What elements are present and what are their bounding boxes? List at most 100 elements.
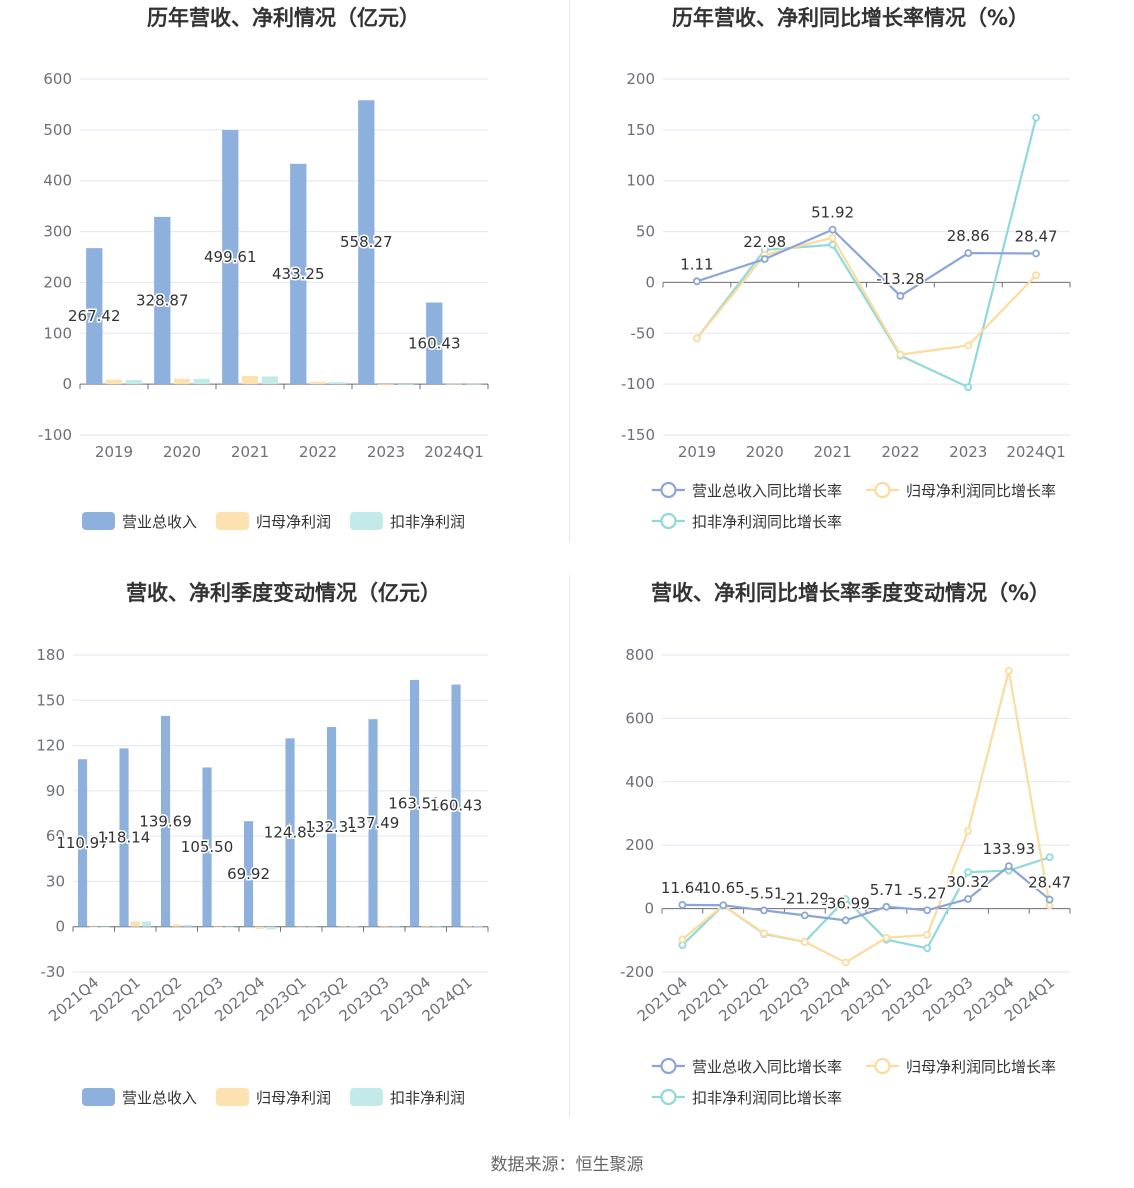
bar: [296, 926, 306, 928]
data-point: [1004, 666, 1013, 675]
bar: [105, 379, 123, 385]
y-tick-label: 0: [644, 900, 654, 918]
data-point: [1045, 895, 1054, 904]
bar: [154, 216, 171, 385]
y-tick-label: 0: [645, 273, 655, 291]
bar: [421, 925, 431, 927]
y-tick-label: 200: [625, 836, 654, 854]
x-tick-label: 2022: [881, 443, 919, 461]
legend-marker: [874, 481, 891, 499]
series-line: [681, 670, 1051, 964]
bar: [77, 759, 88, 927]
x-tick-label: 2024Q1: [424, 443, 484, 461]
annual-revenue-profit-chart: -100 0 100 200 300 400 500 600 2019 2020 2021 2022 2…: [38, 70, 489, 531]
annual-revenue-profit-panel: 历年营收、净利情况（亿元） -100 0 100 200 300 400 500 600 201…: [0, 0, 567, 560]
data-point: [964, 895, 972, 903]
data-label: 118.14: [98, 829, 151, 847]
data-label: 433.25: [272, 265, 325, 283]
bar: [183, 924, 193, 927]
bar: [173, 378, 191, 385]
y-tick-label: 60: [46, 827, 65, 845]
y-tick-label: 30: [46, 872, 65, 890]
y-tick-label: -100: [38, 426, 72, 444]
data-label: 10.65: [702, 879, 745, 897]
data-point: [1032, 113, 1040, 122]
data-label: 267.42: [68, 307, 121, 325]
legend-marker: [660, 1057, 677, 1075]
data-label: -13.28: [876, 270, 924, 288]
legend-swatch: [350, 512, 383, 530]
bar: [465, 383, 482, 385]
data-point: [760, 906, 768, 915]
data-point: [841, 958, 850, 967]
y-tick-label: 200: [43, 273, 72, 291]
data-point: [841, 916, 850, 925]
y-tick-label: -30: [41, 963, 66, 981]
quarterly-growth-panel: 营收、净利同比增长率季度变动情况（%） -200 0 200 400 600 800 202…: [567, 575, 1134, 1120]
data-label: 110.97: [56, 834, 109, 852]
data-point: [923, 906, 932, 915]
y-tick-label: 300: [43, 223, 72, 241]
data-point: [896, 292, 905, 300]
data-label: 105.50: [181, 838, 234, 856]
annual-growth-panel: 历年营收、净利同比增长率情况（%） -150 -100 -50 0 50 100 150 20…: [567, 0, 1134, 560]
y-tick-label: 600: [43, 70, 72, 88]
data-label: -5.27: [908, 884, 947, 902]
x-tick-label: 2023: [367, 443, 405, 461]
bar: [307, 926, 318, 928]
bar: [329, 382, 346, 385]
bar: [89, 926, 99, 928]
data-label: 11.64: [661, 879, 704, 897]
data-label: 133.93: [983, 840, 1036, 858]
bar: [261, 376, 278, 385]
chart-title: 营收、净利季度变动情况（亿元）: [126, 581, 441, 605]
y-tick-label: 400: [625, 773, 654, 791]
data-label: 499.61: [204, 248, 257, 266]
bar: [462, 926, 472, 927]
bar: [426, 302, 443, 385]
bar: [379, 925, 389, 927]
data-point: [760, 255, 769, 263]
bar: [160, 715, 171, 927]
legend-label: 营业总收入同比增长率: [692, 482, 842, 500]
data-point: [923, 944, 932, 953]
data-point: [719, 901, 728, 910]
data-label: 137.49: [347, 814, 400, 832]
data-point: [678, 901, 687, 909]
data-point: [841, 895, 850, 903]
chart-title: 营收、净利同比增长率季度变动情况（%）: [650, 581, 1051, 605]
data-point: [1045, 853, 1054, 862]
legend-swatch: [350, 1088, 383, 1106]
data-label: 22.98: [743, 233, 786, 251]
data-label: 132.31: [305, 818, 358, 836]
y-tick-label: 100: [43, 324, 72, 342]
data-point: [828, 233, 837, 242]
data-point: [964, 383, 973, 392]
annual-growth-chart: -150 -100 -50 0 50 100 150 200 2019 2020 2021 2022 2…: [621, 70, 1071, 531]
bar: [377, 384, 395, 386]
quarterly-growth-chart: -20002004006008002021Q42022Q12022Q22022Q…: [620, 646, 1073, 1107]
data-point: [760, 929, 768, 938]
data-point: [1032, 271, 1040, 280]
data-label: 160.43: [408, 334, 461, 352]
bar: [125, 380, 142, 385]
legend-label: 营业总收入: [122, 1089, 197, 1107]
data-point: [800, 911, 809, 920]
legend-marker: [660, 1088, 677, 1106]
x-tick-label: 2019: [95, 443, 133, 461]
bar: [309, 381, 327, 385]
plot-group: -150 -100 -50 0 50 100 150 200 2019 2020 2021 2022 2…: [621, 70, 1071, 531]
bar: [390, 926, 401, 927]
legend-label: 归母净利润同比增长率: [906, 482, 1056, 500]
y-tick-label: 0: [62, 375, 72, 393]
x-tick-label: 2019: [678, 443, 716, 461]
data-label: 28.86: [947, 227, 990, 245]
data-point: [800, 937, 809, 946]
legend-label: 归母净利润同比增长率: [906, 1058, 1056, 1076]
data-label: 160.43: [430, 797, 483, 815]
y-tick-label: 120: [36, 737, 65, 755]
bar: [290, 163, 307, 385]
legend-label: 营业总收入同比增长率: [692, 1058, 842, 1076]
data-label: 69.92: [227, 865, 270, 883]
bar: [172, 924, 182, 927]
